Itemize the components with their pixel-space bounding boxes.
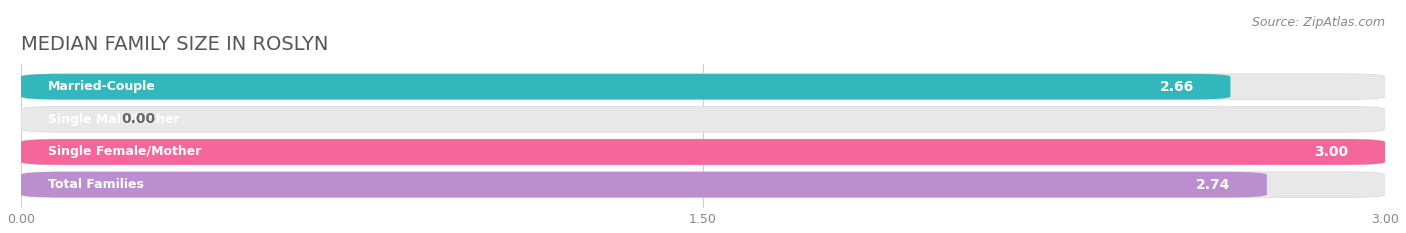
FancyBboxPatch shape bbox=[21, 139, 1385, 165]
FancyBboxPatch shape bbox=[21, 172, 1385, 198]
Text: Single Male/Father: Single Male/Father bbox=[48, 113, 180, 126]
FancyBboxPatch shape bbox=[21, 106, 1385, 132]
Text: Single Female/Mother: Single Female/Mother bbox=[48, 145, 201, 158]
FancyBboxPatch shape bbox=[21, 74, 1385, 99]
Text: 3.00: 3.00 bbox=[1315, 145, 1348, 159]
Text: 0.00: 0.00 bbox=[121, 112, 155, 126]
FancyBboxPatch shape bbox=[21, 172, 1267, 198]
Text: 2.74: 2.74 bbox=[1197, 178, 1230, 192]
Text: Married-Couple: Married-Couple bbox=[48, 80, 156, 93]
Text: 2.66: 2.66 bbox=[1160, 80, 1194, 94]
FancyBboxPatch shape bbox=[21, 74, 1230, 99]
Text: Total Families: Total Families bbox=[48, 178, 143, 191]
Text: Source: ZipAtlas.com: Source: ZipAtlas.com bbox=[1251, 16, 1385, 29]
FancyBboxPatch shape bbox=[21, 139, 1385, 165]
Text: MEDIAN FAMILY SIZE IN ROSLYN: MEDIAN FAMILY SIZE IN ROSLYN bbox=[21, 35, 329, 54]
